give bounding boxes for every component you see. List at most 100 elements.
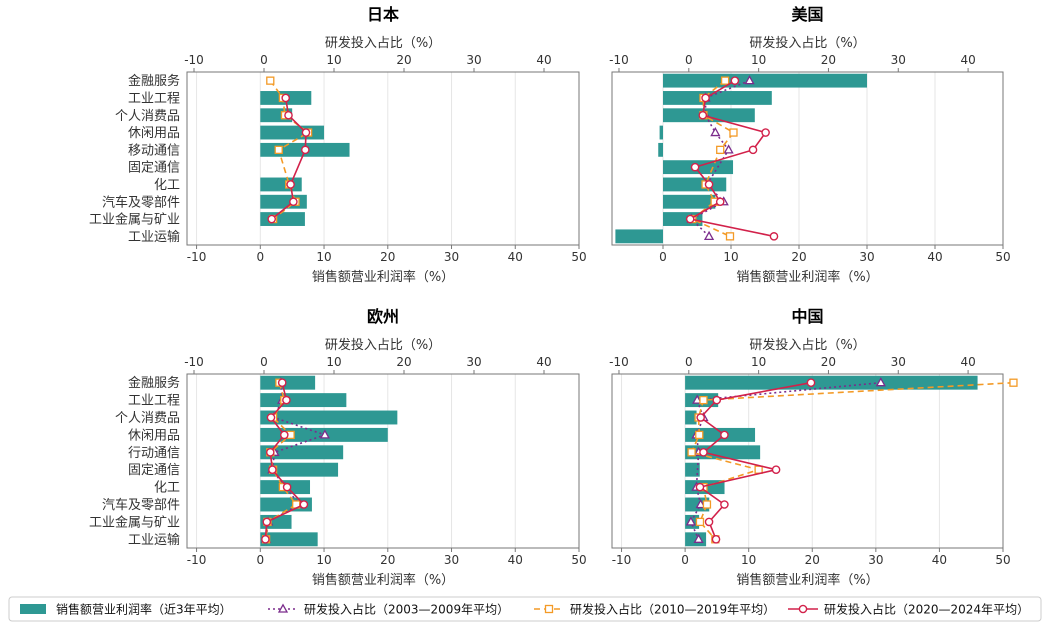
top-tick-label: 0: [260, 355, 268, 369]
top-tick-label: 10: [751, 53, 766, 67]
series-marker-3: [279, 430, 289, 440]
bar: [260, 375, 316, 390]
series-marker-2: [720, 76, 730, 85]
series-marker-3: [748, 145, 758, 155]
series-marker-2: [699, 395, 708, 405]
bar: [260, 393, 347, 408]
category-label: 休闲用品: [128, 126, 180, 141]
series-marker-1: [319, 429, 331, 439]
bottom-tick-label: 10: [741, 553, 756, 567]
category-label: 汽车及零部件: [102, 194, 180, 210]
bottom-tick-label: 30: [868, 553, 883, 567]
top-tick-label: 20: [821, 355, 836, 369]
plot-frame: [186, 71, 580, 246]
series-marker-3: [690, 162, 700, 172]
bottom-tick-label: 0: [256, 250, 264, 264]
legend-label-s2: 研发投入占比（2010—2019年平均）: [570, 602, 775, 617]
bar: [260, 212, 305, 226]
series-marker-3: [806, 378, 816, 388]
top-tick-label: 40: [960, 355, 975, 369]
series-marker-3: [720, 430, 729, 440]
bottom-tick-label: 20: [805, 553, 820, 567]
legend-label-s3: 研发投入占比（2020—2024年平均）: [824, 602, 1029, 617]
series-marker-3: [284, 110, 293, 120]
bottom-tick-label: 30: [444, 553, 459, 567]
series-marker-3: [261, 535, 270, 544]
bottom-tick-label: -10: [187, 250, 207, 264]
bar: [663, 212, 703, 226]
chart-title: 日本: [367, 5, 399, 24]
series-marker-3: [685, 214, 695, 224]
plot-frame: [611, 71, 1004, 246]
bottom-tick-label: 0: [681, 553, 689, 567]
series-marker-3: [695, 482, 705, 492]
series-line-3: [687, 79, 775, 238]
top-tick-label: -10: [184, 53, 204, 67]
top-axis-label: 研发投入占比（%）: [749, 337, 865, 353]
top-tick-label: 30: [466, 53, 481, 67]
bottom-tick-label: 10: [723, 250, 738, 264]
category-label: 化工: [154, 481, 180, 496]
series-marker-3: [704, 517, 714, 527]
series-marker-1: [723, 144, 734, 154]
bottom-tick-label: 40: [932, 553, 947, 567]
bottom-tick-label: 40: [508, 250, 523, 264]
category-label: 固定通信: [128, 161, 180, 176]
series-marker-2: [274, 145, 283, 155]
bottom-tick-label: 40: [927, 250, 942, 264]
bar: [685, 462, 700, 477]
bar: [663, 73, 867, 88]
plot-frame: [611, 373, 1004, 549]
legend: 销售额营业利润率（近3年平均） 研发投入占比（2003—2009年平均） 研发投入占…: [8, 596, 1042, 622]
top-tick-label: 40: [536, 53, 551, 67]
bar: [659, 125, 663, 140]
top-tick-label: 40: [960, 53, 975, 67]
bottom-tick-label: 0: [659, 250, 667, 264]
top-tick-label: 0: [260, 53, 268, 67]
top-tick-label: 10: [751, 355, 766, 369]
legend-swatch-marker: [798, 604, 808, 614]
category-label: 工业运输: [128, 229, 180, 245]
legend-box: [8, 596, 1042, 622]
series-marker-3: [771, 465, 781, 475]
series-marker-2: [695, 430, 704, 440]
bar: [260, 410, 398, 425]
series-marker-2: [725, 232, 735, 241]
legend-swatch-marker: [277, 603, 289, 613]
series-marker-3: [730, 76, 740, 85]
series-marker-3: [704, 180, 714, 189]
series-marker-3: [711, 535, 721, 544]
series-marker-1: [685, 516, 697, 526]
top-axis-label: 研发投入占比（%）: [325, 337, 441, 353]
bottom-tick-label: 30: [859, 250, 874, 264]
series-marker-2: [1009, 378, 1018, 387]
series-marker-3: [267, 214, 277, 224]
chart-title: 欧州: [367, 307, 399, 326]
legend-swatch-bar: [20, 604, 46, 614]
series-marker-3: [300, 145, 310, 155]
bottom-tick-label: 50: [995, 553, 1010, 567]
series-marker-3: [715, 197, 725, 207]
series-marker-3: [286, 180, 295, 189]
series-line-1: [690, 381, 881, 540]
plot-frame: [186, 373, 580, 549]
category-label: 汽车及零部件: [102, 497, 180, 513]
top-tick-label: 10: [326, 53, 341, 67]
series-marker-3: [696, 413, 705, 422]
top-axis-label: 研发投入占比（%）: [749, 35, 865, 51]
bottom-tick-label: 50: [571, 250, 586, 264]
bar: [260, 194, 307, 209]
top-tick-label: 0: [685, 53, 693, 67]
bottom-tick-label: 20: [380, 553, 395, 567]
series-line-3: [264, 382, 306, 540]
series-marker-3: [301, 128, 311, 137]
series-marker-3: [282, 482, 292, 492]
top-tick-label: -10: [184, 355, 204, 369]
bottom-tick-label: 50: [571, 553, 586, 567]
series-marker-3: [289, 197, 298, 207]
